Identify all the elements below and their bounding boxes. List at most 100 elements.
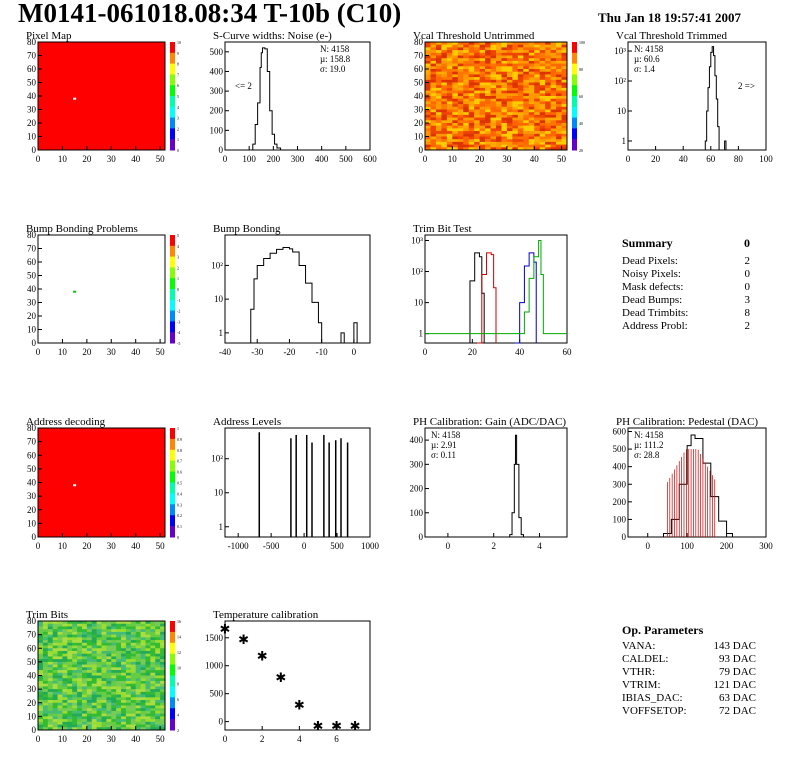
- heatmap-cell: [523, 42, 530, 45]
- heatmap-cell: [111, 705, 117, 709]
- x-tick-label: 20: [82, 347, 92, 357]
- heatmap-cell: [140, 727, 146, 731]
- y-tick-label: 60: [27, 643, 37, 653]
- heatmap-cell: [506, 123, 513, 126]
- color-scale-label: 2: [177, 728, 179, 733]
- heatmap-cell: [121, 667, 127, 671]
- heatmap-cell: [42, 691, 49, 695]
- heatmap-cell: [135, 664, 141, 668]
- heatmap-cell: [561, 63, 568, 67]
- heatmap-cell: [62, 694, 68, 698]
- heatmap-cell: [77, 640, 83, 644]
- heatmap-cell: [496, 44, 502, 48]
- heatmap-cell: [490, 66, 497, 70]
- x-tick-label: -1000: [228, 541, 249, 551]
- heatmap-cell: [556, 120, 562, 124]
- heatmap-cell: [474, 44, 480, 48]
- heatmap-cell: [42, 650, 49, 654]
- heatmap-cell: [485, 77, 491, 81]
- x-tick-label: 20: [82, 541, 92, 551]
- heatmap-cell: [111, 648, 117, 652]
- heatmap-cell: [101, 694, 107, 698]
- heatmap-cell: [496, 85, 502, 89]
- heatmap-cell: [430, 66, 437, 70]
- heatmap-cell: [96, 708, 102, 712]
- color-scale-band: [170, 256, 175, 268]
- heatmap-cell: [545, 79, 551, 83]
- heatmap-cell: [545, 47, 551, 51]
- color-scale-label: 10: [177, 666, 181, 671]
- heatmap-cell: [91, 683, 97, 687]
- heatmap-cell: [490, 98, 497, 102]
- heatmap-cell: [101, 653, 107, 657]
- x-tick-label: 50: [156, 154, 166, 164]
- heatmap-cell: [150, 683, 156, 687]
- heatmap-cell: [506, 55, 513, 59]
- heatmap-cell: [528, 42, 535, 45]
- heatmap-cell: [485, 98, 491, 102]
- heatmap-cell: [52, 672, 58, 676]
- color-scale-band: [170, 235, 175, 247]
- data-point: ✱: [294, 698, 305, 713]
- chart-title: Pixel Map: [26, 30, 72, 42]
- heatmap-cell: [446, 139, 453, 143]
- heatmap-cell: [47, 686, 53, 690]
- heatmap-cell: [479, 77, 486, 81]
- heatmap-cell: [468, 106, 475, 110]
- heatmap-cell: [67, 691, 73, 695]
- heatmap-cell: [150, 631, 156, 635]
- color-scale-band: [170, 675, 175, 687]
- heatmap-cell: [86, 697, 93, 701]
- heatmap-cell: [135, 691, 141, 695]
- heatmap-cell: [91, 719, 97, 723]
- heatmap-cell: [106, 623, 112, 627]
- heatmap-cell: [150, 667, 156, 671]
- heatmap-cell: [457, 109, 464, 113]
- heatmap-cell: [140, 716, 146, 720]
- heatmap-cell: [430, 104, 437, 108]
- heatmap-cell: [512, 136, 519, 140]
- color-scale-label: 3: [177, 255, 179, 260]
- y-tick-label: 20: [27, 118, 37, 128]
- heatmap-cell: [490, 58, 497, 62]
- heatmap-cell: [106, 705, 112, 709]
- heatmap-cell: [52, 623, 58, 627]
- heatmap-cell: [512, 139, 519, 143]
- y-tick-label: 80: [27, 616, 37, 626]
- heatmap-cell: [86, 700, 93, 704]
- y-tick-label: 40: [27, 671, 37, 681]
- heatmap-cell: [501, 120, 508, 124]
- x-tick-label: 100: [242, 154, 256, 164]
- heatmap-cell: [550, 42, 557, 45]
- heatmap-cell: [106, 697, 112, 701]
- heatmap-cell: [125, 667, 132, 671]
- heatmap-cell: [155, 645, 161, 649]
- heatmap-cell: [457, 96, 464, 99]
- heatmap-cell: [485, 104, 491, 108]
- heatmap-cell: [545, 52, 551, 56]
- heatmap-cell: [545, 66, 551, 70]
- heatmap-cell: [446, 136, 453, 140]
- heatmap-cell: [47, 645, 53, 649]
- heatmap-cell: [67, 672, 73, 676]
- heatmap-cell: [52, 702, 58, 706]
- heatmap-cell: [496, 128, 502, 132]
- heatmap-cell: [468, 85, 475, 89]
- heatmap-cell: [130, 640, 136, 644]
- heatmap-cell: [425, 112, 431, 116]
- heatmap-cell: [534, 69, 540, 72]
- heatmap-cell: [506, 71, 513, 75]
- heatmap-cell: [57, 686, 63, 690]
- heatmap-cell: [496, 90, 502, 94]
- heatmap-cell: [57, 629, 63, 633]
- heatmap-cell: [67, 683, 73, 687]
- heatmap-cell: [474, 85, 480, 89]
- heatmap-cell: [47, 642, 53, 646]
- heatmap-cell: [42, 623, 49, 627]
- heatmap-cell: [135, 642, 141, 646]
- x-tick-label: 6: [334, 734, 339, 744]
- chart-panel: S-Curve widths: Noise (e-)0 100 200 300 400 5…: [210, 30, 378, 164]
- heatmap-cell: [485, 44, 491, 48]
- heatmap-cell: [446, 66, 453, 70]
